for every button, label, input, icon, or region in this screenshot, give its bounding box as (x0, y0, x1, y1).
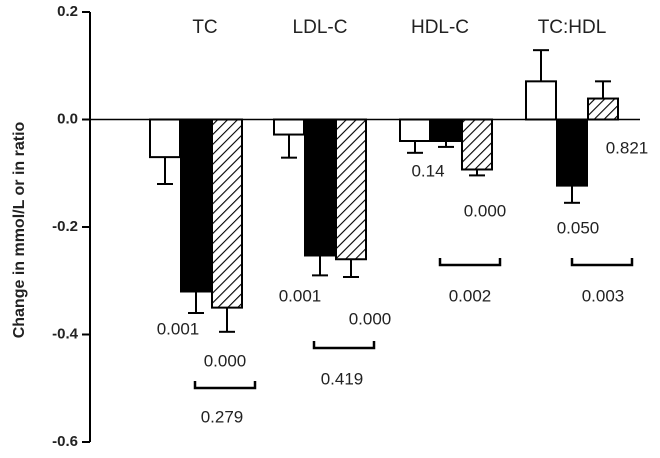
bar (211, 118, 243, 309)
p-value: 0.279 (201, 407, 244, 426)
bar (304, 118, 336, 257)
p-value: 0.000 (204, 351, 247, 370)
y-tick-label: 0.0 (57, 110, 78, 127)
p-value: 0.821 (606, 138, 649, 157)
p-value: 0.14 (411, 161, 444, 180)
y-tick-label: -0.4 (52, 325, 79, 342)
category-label: LDL-C (293, 17, 348, 38)
p-value: 0.001 (157, 319, 200, 338)
p-value: 0.001 (279, 286, 322, 305)
bar (556, 118, 588, 187)
bracket (193, 381, 257, 390)
bar (399, 118, 431, 142)
bar (461, 118, 493, 171)
bar (149, 118, 181, 159)
bracket (312, 341, 376, 350)
bar (180, 118, 212, 293)
p-value: 0.419 (321, 369, 364, 388)
bar (273, 118, 305, 136)
bar (587, 97, 619, 121)
category-label: TC (192, 17, 217, 38)
bracket (438, 258, 502, 267)
y-tick-label: 0.2 (57, 3, 78, 20)
p-value: 0.050 (557, 218, 600, 237)
category-label: HDL-C (411, 17, 469, 38)
bar (335, 118, 367, 261)
p-value: 0.003 (582, 286, 625, 305)
y-axis-label: Change in mmol/L or in ratio (11, 121, 28, 338)
bar (525, 80, 557, 121)
bar (430, 118, 462, 142)
p-value: 0.000 (349, 309, 392, 328)
category-label: TC:HDL (538, 17, 607, 38)
p-value: 0.000 (464, 201, 507, 220)
y-tick-label: -0.6 (52, 433, 78, 450)
p-value: 0.002 (449, 286, 492, 305)
bracket (570, 258, 634, 267)
y-tick-label: -0.2 (52, 218, 78, 235)
